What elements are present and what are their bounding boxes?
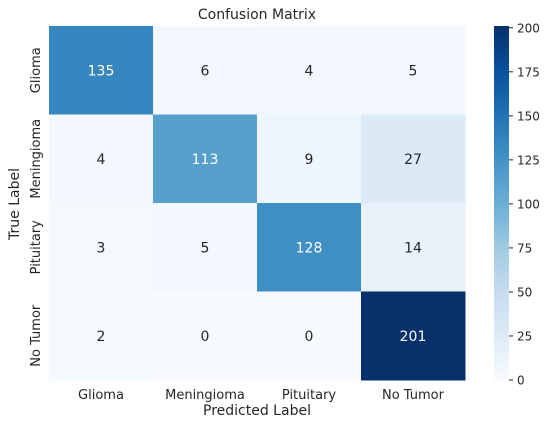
x-tick-label: Pituitary: [282, 388, 337, 403]
y-tick-labels: Glioma Meningioma Pituitary No Tumor: [29, 47, 44, 366]
chart-title: Confusion Matrix: [198, 7, 316, 23]
colorbar-tick-label: 0: [517, 374, 525, 388]
cell-value-label: 14: [404, 240, 422, 256]
cell-value-label: 5: [409, 63, 418, 79]
colorbar-tick-label: 175: [517, 65, 540, 79]
heatmap-cell: [257, 203, 362, 292]
heatmap-cell: [153, 114, 258, 204]
cell-value-label: 201: [400, 329, 427, 345]
heatmap-cell: [153, 26, 258, 115]
heatmap-cell: [257, 114, 362, 204]
y-tick-label: Glioma: [29, 47, 44, 93]
heatmap-cells: 135 6 4 5 4 113 9 27 3 5 128 14 2 0 0 201: [49, 26, 466, 381]
y-tick-label: Meningioma: [29, 119, 44, 199]
x-tick-label: Glioma: [78, 388, 124, 403]
heatmap-cell: [49, 26, 154, 115]
cell-value-label: 128: [296, 240, 323, 256]
colorbar-tick-label: 200: [517, 21, 540, 35]
colorbar-tick-label: 50: [517, 285, 532, 299]
heatmap-cell: [49, 114, 154, 204]
x-axis-label: Predicted Label: [203, 403, 311, 419]
cell-value-label: 9: [305, 152, 314, 168]
cell-value-label: 5: [201, 240, 210, 256]
heatmap-cell: [49, 291, 154, 381]
colorbar-tick-label: 150: [517, 109, 540, 123]
heatmap-cell: [257, 291, 362, 381]
cell-value-label: 6: [201, 63, 210, 79]
cell-value-label: 4: [305, 63, 314, 79]
y-axis-label: True Label: [7, 168, 23, 241]
colorbar-tick-label: 125: [517, 153, 540, 167]
heatmap-cell: [361, 291, 466, 381]
cell-value-label: 2: [97, 329, 106, 345]
heatmap-cell: [361, 26, 466, 115]
x-tick-label: Meningioma: [165, 388, 245, 403]
heatmap-cell: [49, 203, 154, 292]
heatmap-cell: [361, 114, 466, 204]
heatmap-cell: [257, 26, 362, 115]
heatmap-cell: [361, 203, 466, 292]
cell-value-label: 135: [88, 63, 115, 79]
heatmap-cell: [153, 203, 258, 292]
y-tick-label: Pituitary: [29, 220, 44, 275]
colorbar-tick-label: 100: [517, 197, 540, 211]
x-tick-labels: Glioma Meningioma Pituitary No Tumor: [78, 388, 445, 403]
cell-value-label: 4: [97, 152, 106, 168]
x-tick-label: No Tumor: [382, 388, 445, 403]
heatmap-cell: [153, 291, 258, 381]
y-tick-label: No Tumor: [29, 304, 44, 367]
cell-value-label: 0: [201, 329, 210, 345]
cell-value-label: 3: [97, 240, 106, 256]
colorbar-ticks: 0 25 50 75 100 125 150 175 200: [509, 21, 540, 388]
cell-value-label: 0: [305, 329, 314, 345]
cell-value-label: 27: [404, 152, 422, 168]
cell-value-label: 113: [192, 152, 219, 168]
colorbar-tick-label: 75: [517, 241, 532, 255]
colorbar-tick-label: 25: [517, 329, 532, 343]
colorbar: [494, 26, 509, 380]
